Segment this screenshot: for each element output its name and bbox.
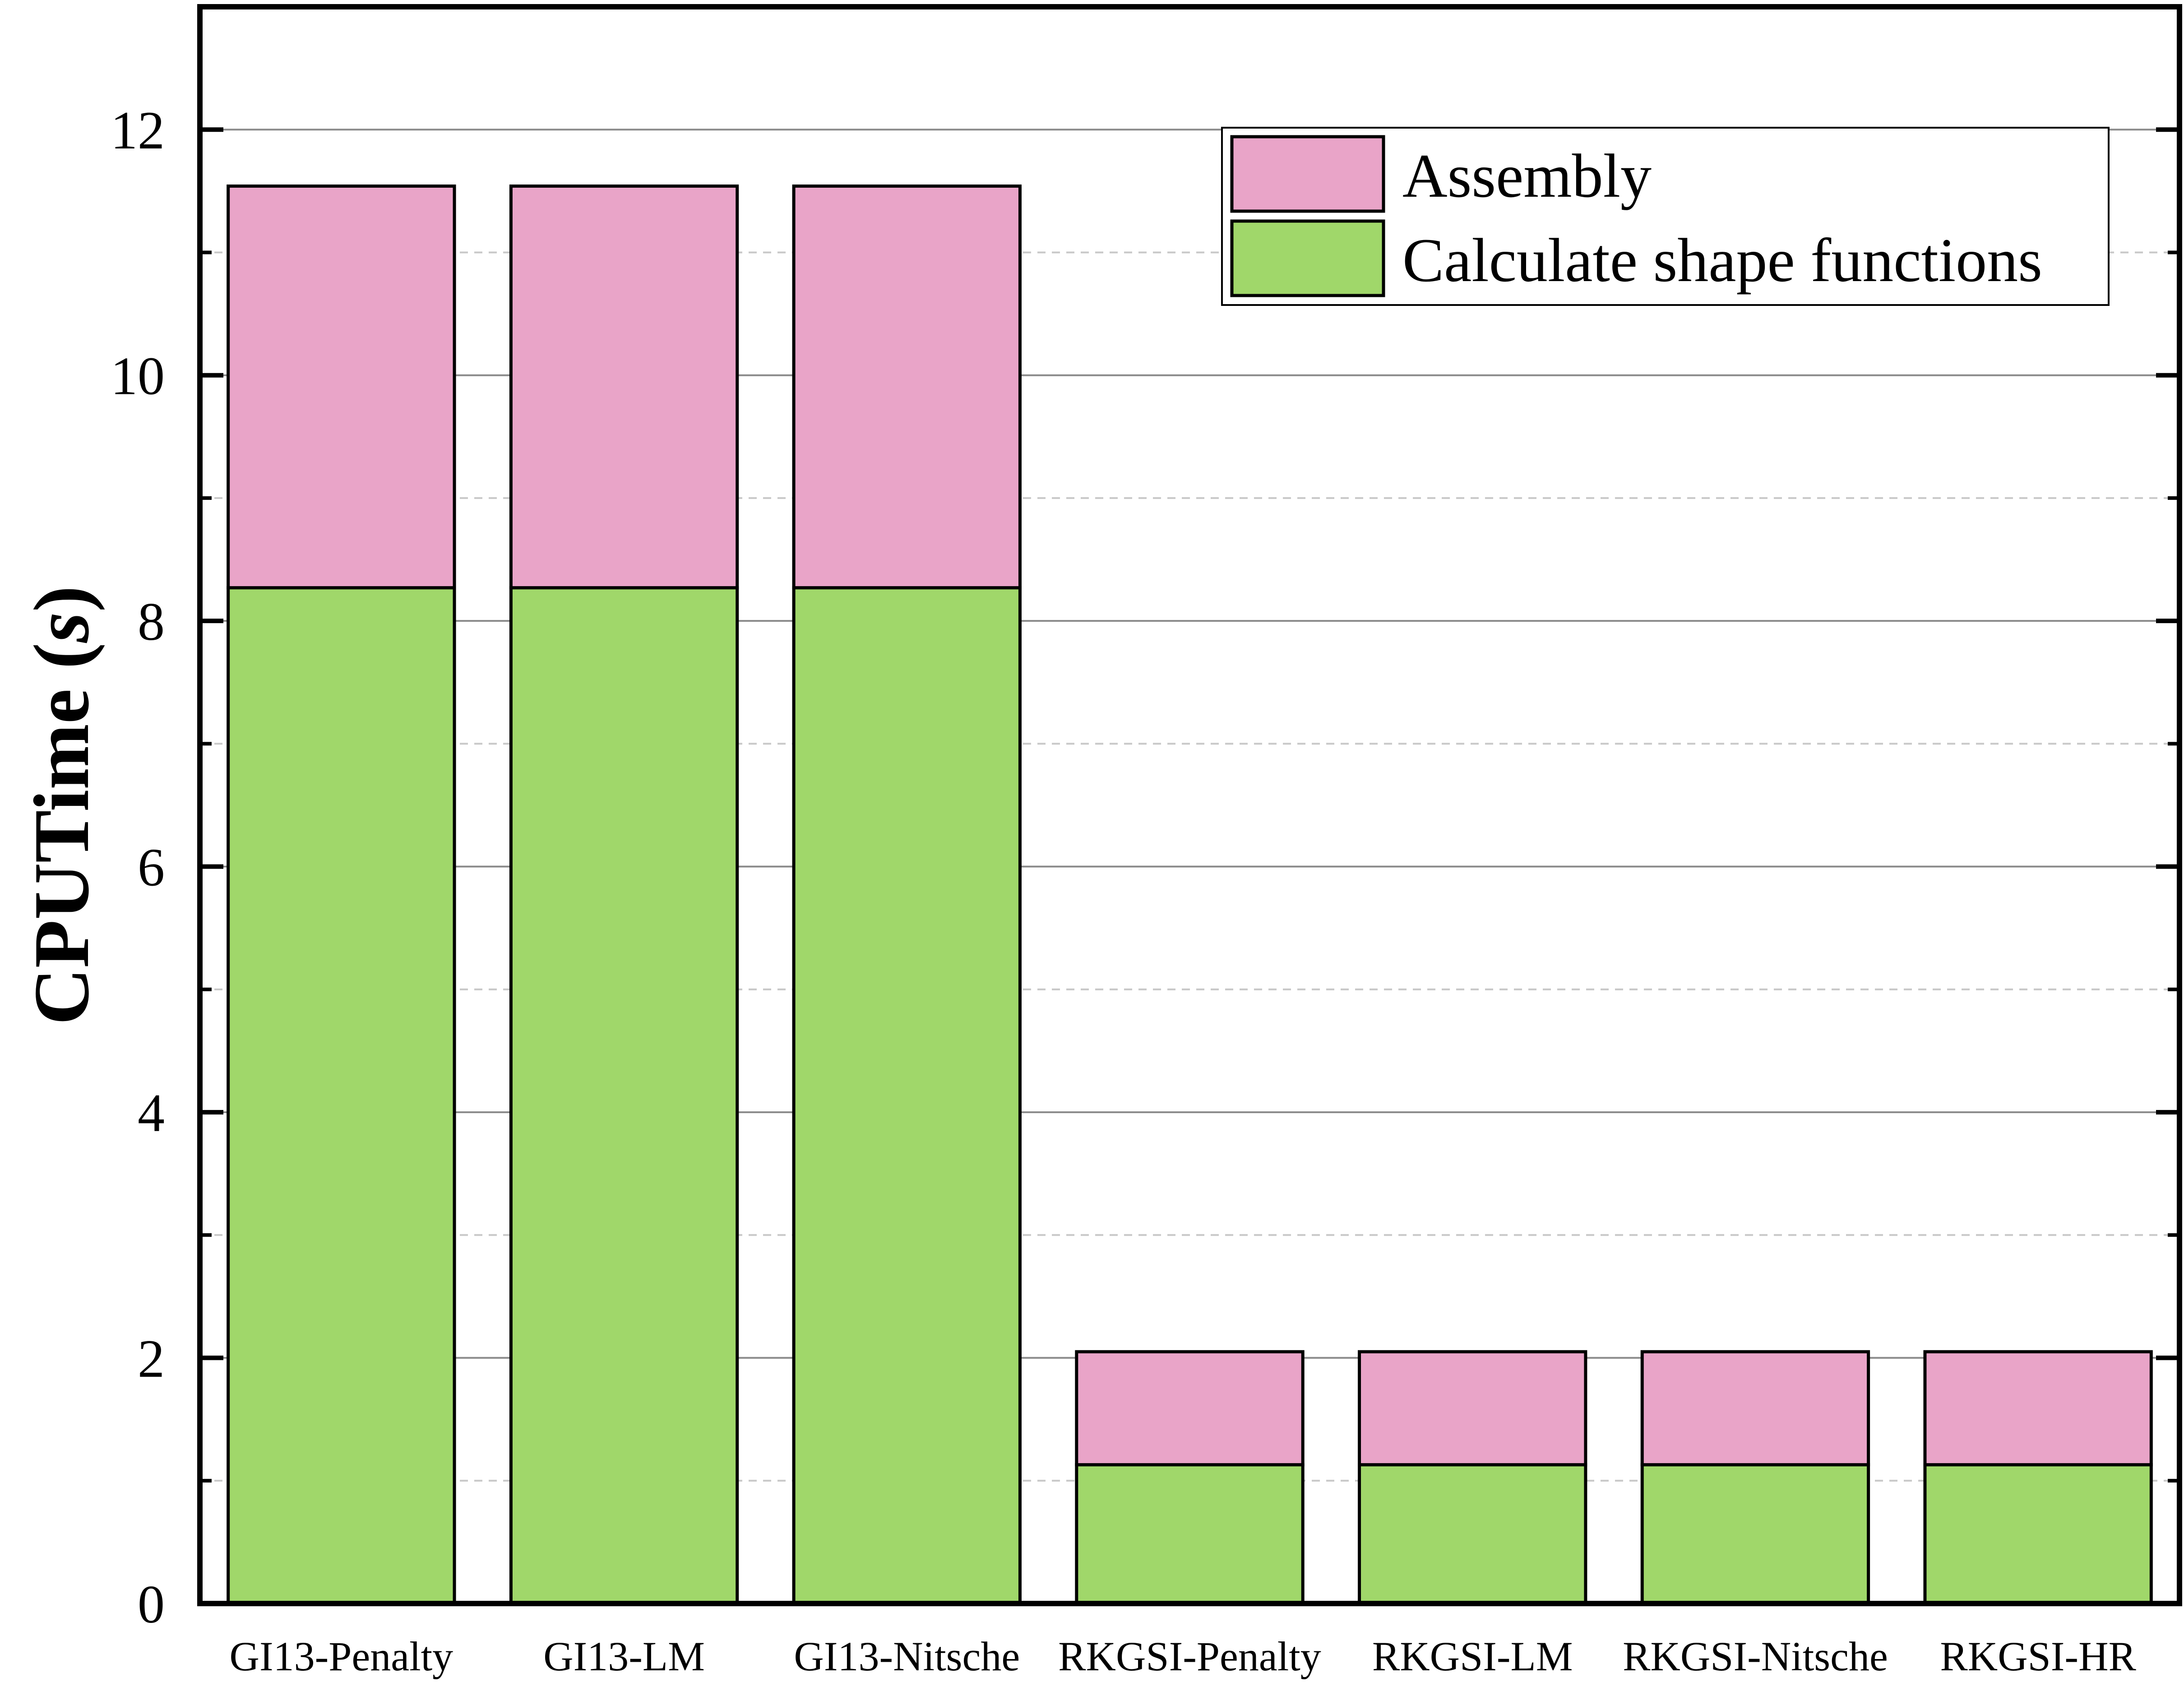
bar-assembly-gi13-nitsche [792, 184, 1022, 590]
y-tick-label: 12 [111, 100, 165, 160]
y-axis-title-close: ) [18, 586, 105, 612]
bar-assembly-gi13-lm [509, 184, 739, 590]
y-axis-title: CPUTime (s) [18, 586, 105, 1025]
y-tick-label: 4 [138, 1083, 165, 1143]
bar-assembly-rkgsi-hr [1923, 1350, 2153, 1466]
axis-ticks [200, 127, 2179, 1606]
legend-swatch-assembly [1230, 135, 1385, 213]
bars [227, 184, 2153, 1605]
bar-assembly-gi13-penalty [227, 184, 456, 590]
bar-assembly-rkgsi-penalty [1075, 1350, 1305, 1466]
y-tick-label: 6 [138, 837, 165, 897]
plot-frame [197, 4, 2182, 1606]
bar-shape-functions-rkgsi-nitsche [1640, 1463, 1870, 1605]
bar-assembly-rkgsi-lm [1358, 1350, 1587, 1466]
bar-shape-functions-rkgsi-penalty [1075, 1463, 1305, 1605]
y-tick-label: 2 [138, 1329, 165, 1389]
bar-shape-functions-rkgsi-hr [1923, 1463, 2153, 1605]
legend-swatch-shape-functions [1230, 219, 1385, 297]
x-tick-label: GI13-Penalty [230, 1633, 453, 1679]
legend: Assembly Calculate shape functions [1221, 127, 2110, 306]
bar-shape-functions-rkgsi-lm [1358, 1463, 1587, 1605]
legend-label-assembly: Assembly [1402, 141, 1652, 210]
bar-shape-functions-gi13-lm [509, 586, 739, 1605]
bar-assembly-rkgsi-nitsche [1640, 1350, 1870, 1466]
x-tick-label: RKGSI-LM [1372, 1633, 1573, 1679]
legend-label-shape-functions: Calculate shape functions [1402, 226, 2042, 295]
y-tick-label: 8 [138, 592, 165, 652]
y-tick-label: 10 [111, 346, 165, 406]
grid-lines [200, 129, 2179, 1482]
bar-shape-functions-gi13-nitsche [792, 586, 1022, 1605]
y-axis-title-unit: s [18, 612, 105, 643]
y-axis-title-main: CPUTime ( [18, 643, 105, 1025]
x-tick-label: GI13-Nitsche [794, 1633, 1020, 1679]
x-tick-labels: GI13-Penalty GI13-LM GI13-Nitsche RKGSI-Pen… [230, 1633, 2137, 1679]
x-tick-label: RKGSI-Nitsche [1623, 1633, 1888, 1679]
x-tick-label: RKGSI-Penalty [1058, 1633, 1321, 1679]
bar-shape-functions-gi13-penalty [227, 586, 456, 1605]
y-tick-labels: 0 2 4 6 8 10 12 [111, 100, 165, 1634]
x-tick-label: GI13-LM [543, 1633, 705, 1679]
y-tick-label: 0 [138, 1574, 165, 1634]
x-tick-label: RKGSI-HR [1940, 1633, 2136, 1679]
